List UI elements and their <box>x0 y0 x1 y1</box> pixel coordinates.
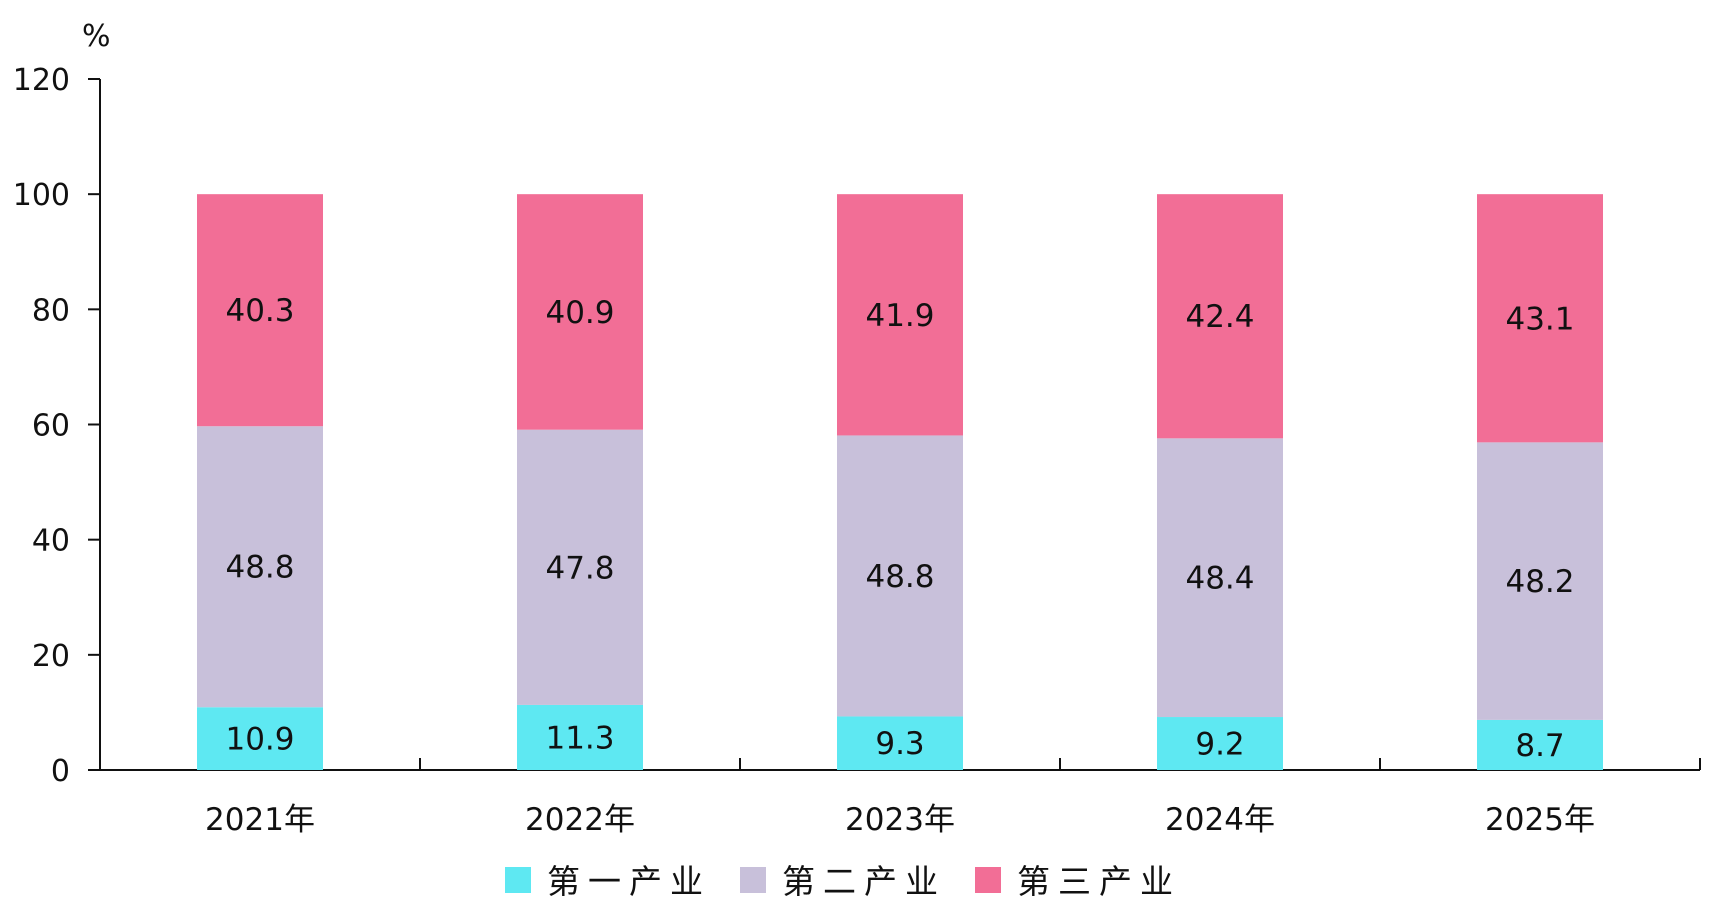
bar-segment <box>1477 719 1603 770</box>
data-label: 48.8 <box>225 550 294 586</box>
legend-label: 第三产业 <box>1017 862 1181 901</box>
y-tick-label: 0 <box>51 754 70 789</box>
x-tick-label: 2025年 <box>1485 802 1595 838</box>
y-tick-label: 40 <box>32 524 70 559</box>
legend-swatch <box>975 867 1001 893</box>
bar-segment <box>517 429 643 705</box>
bar-segment <box>1477 442 1603 720</box>
bar-segment <box>837 716 963 770</box>
bar-segment <box>1157 438 1283 718</box>
bar-segment <box>837 194 963 436</box>
y-tick-label: 120 <box>13 63 70 98</box>
data-label: 9.2 <box>1195 727 1244 763</box>
bar-segment <box>1157 194 1283 439</box>
bar-segment <box>837 435 963 717</box>
y-tick-label: 100 <box>13 178 70 213</box>
data-label: 41.9 <box>865 298 934 334</box>
y-tick-label: 20 <box>32 639 70 674</box>
bar-segment <box>197 194 323 427</box>
data-label: 40.3 <box>225 293 294 329</box>
data-label: 48.4 <box>1185 561 1254 597</box>
y-tick-label: 80 <box>32 293 70 328</box>
y-axis: 0 20 40 60 80 100 120 <box>13 63 101 789</box>
data-label: 43.1 <box>1505 301 1574 337</box>
bar-segment <box>197 426 323 708</box>
x-tick-label: 2022年 <box>525 802 635 838</box>
x-tick-label: 2024年 <box>1165 802 1275 838</box>
data-label: 47.8 <box>545 550 614 586</box>
bar-segment <box>517 704 643 770</box>
x-tick-label: 2023年 <box>845 802 955 838</box>
legend-label: 第二产业 <box>782 862 946 901</box>
data-label: 9.3 <box>875 726 924 762</box>
bar-segment <box>517 194 643 430</box>
bar-segment <box>197 707 323 770</box>
legend: 第一产业 第二产业 第三产业 <box>505 862 1181 901</box>
data-label: 40.9 <box>545 295 614 331</box>
data-labels: 10.9 48.8 40.3 11.3 47.8 40.9 9.3 48.8 41.9 9.2 48… <box>225 293 1574 764</box>
y-tick-label: 60 <box>32 409 70 444</box>
data-label: 11.3 <box>545 720 614 756</box>
data-label: 42.4 <box>1185 299 1254 335</box>
bar-series <box>197 194 1603 770</box>
legend-label: 第一产业 <box>547 862 711 901</box>
bar-segment <box>1157 717 1283 770</box>
data-label: 8.7 <box>1515 728 1564 764</box>
legend-swatch <box>505 867 531 893</box>
x-tick-label: 2021年 <box>205 802 315 838</box>
data-label: 48.2 <box>1505 564 1574 600</box>
legend-swatch <box>740 867 766 893</box>
data-label: 10.9 <box>225 722 294 758</box>
bar-segment <box>1477 194 1603 443</box>
data-label: 48.8 <box>865 559 934 595</box>
y-axis-unit-label: % <box>82 19 111 54</box>
